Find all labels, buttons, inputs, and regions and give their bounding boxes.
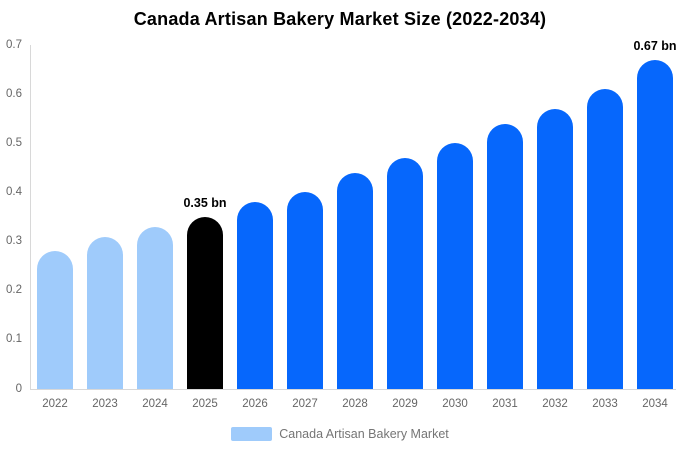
legend: Canada Artisan Bakery Market	[0, 427, 680, 441]
chart-title: Canada Artisan Bakery Market Size (2022-…	[133, 9, 547, 29]
bar-2024[interactable]	[137, 226, 173, 389]
x-tick-2032: 2032	[542, 398, 568, 410]
x-tick-2033: 2033	[592, 398, 618, 410]
x-tick-2022: 2022	[42, 398, 68, 410]
bar-2033[interactable]	[587, 89, 623, 389]
x-tick-2028: 2028	[342, 398, 368, 410]
x-tick-2031: 2031	[492, 398, 518, 410]
legend-label: Canada Artisan Bakery Market	[279, 427, 449, 441]
y-tick-0.6: 0.6	[6, 87, 22, 100]
x-tick-2026: 2026	[242, 398, 268, 410]
bar-2028[interactable]	[337, 172, 373, 389]
bar-2032[interactable]	[537, 108, 573, 389]
x-tick-2027: 2027	[292, 398, 318, 410]
y-tick-0.3: 0.3	[6, 235, 22, 248]
x-tick-2023: 2023	[92, 398, 118, 410]
y-tick-0.7: 0.7	[6, 38, 22, 51]
bar-2027[interactable]	[287, 192, 323, 389]
bar-2025[interactable]	[187, 217, 223, 389]
x-axis-line	[30, 389, 676, 390]
bar-2031[interactable]	[487, 123, 523, 389]
x-tick-2029: 2029	[392, 398, 418, 410]
y-tick-0.2: 0.2	[6, 284, 22, 297]
x-tick-2025: 2025	[192, 398, 218, 410]
x-tick-2030: 2030	[442, 398, 468, 410]
bar-2022[interactable]	[37, 251, 73, 389]
bar-2034[interactable]	[637, 59, 673, 389]
x-tick-2034: 2034	[642, 398, 668, 410]
y-tick-0.5: 0.5	[6, 136, 22, 149]
y-tick-0: 0	[15, 382, 22, 395]
y-axis-line	[30, 45, 31, 389]
y-tick-0.4: 0.4	[6, 185, 22, 198]
bar-2023[interactable]	[87, 236, 123, 389]
value-label-2025: 0.35 bn	[183, 196, 227, 210]
value-label-2034: 0.67 bn	[633, 38, 677, 53]
bar-2030[interactable]	[437, 143, 473, 389]
bar-2026[interactable]	[237, 202, 273, 389]
x-tick-2024: 2024	[142, 398, 168, 410]
y-tick-0.1: 0.1	[6, 333, 22, 346]
legend-swatch-icon	[231, 427, 273, 441]
bar-2029[interactable]	[387, 158, 423, 389]
legend-item[interactable]: Canada Artisan Bakery Market	[231, 427, 449, 441]
